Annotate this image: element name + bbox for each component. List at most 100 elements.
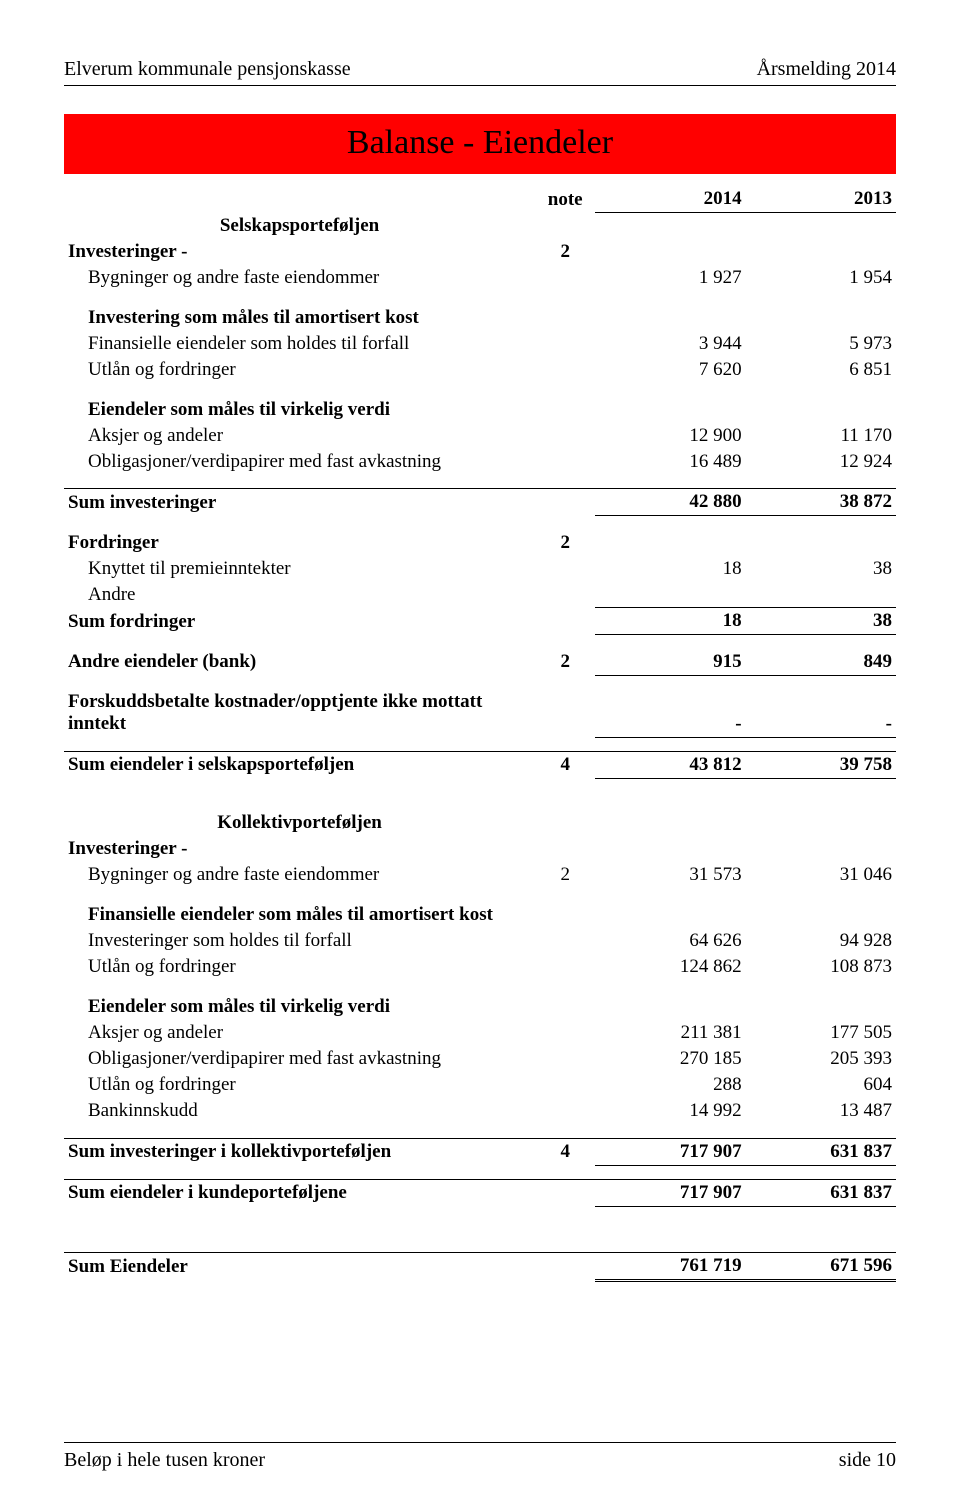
bank-row: Andre eiendeler (bank) 2 915 849 bbox=[64, 649, 896, 676]
k-bank-2014: 14 992 bbox=[595, 1098, 745, 1124]
k-bygninger-label: Bygninger og andre faste eiendommer bbox=[64, 862, 535, 888]
sum-fordr-2013: 38 bbox=[746, 608, 896, 635]
balance-table: note 2014 2013 Selskapsporteføljen Inves… bbox=[64, 186, 896, 1282]
sum-sel-row: Sum eiendeler i selskapsporteføljen 4 43… bbox=[64, 751, 896, 778]
knyttet-2013: 38 bbox=[746, 556, 896, 582]
knyttet-row: Knyttet til premieinntekter 18 38 bbox=[64, 556, 896, 582]
inv-head-row: Investeringer - 2 bbox=[64, 239, 896, 265]
k-sum-inv-note: 4 bbox=[535, 1138, 595, 1165]
kollektiv-title-row: Kollektivporteføljen bbox=[64, 810, 896, 836]
k-inv-head: Investeringer - bbox=[64, 836, 535, 862]
sum-inv-2014: 42 880 bbox=[595, 489, 745, 516]
fin-eiendeler-row: Finansielle eiendeler som holdes til for… bbox=[64, 331, 896, 357]
k-aksjer-2013: 177 505 bbox=[746, 1020, 896, 1046]
andre-label: Andre bbox=[64, 582, 535, 608]
andre-row: Andre bbox=[64, 582, 896, 608]
sum-total-label: Sum Eiendeler bbox=[64, 1252, 535, 1280]
bank-2013: 849 bbox=[746, 649, 896, 676]
k-sum-kunde-label: Sum eiendeler i kundeporteføljene bbox=[64, 1179, 535, 1206]
k-utlan-2014: 124 862 bbox=[595, 954, 745, 980]
k-aksjer-row: Aksjer og andeler 211 381 177 505 bbox=[64, 1020, 896, 1046]
k-bygninger-row: Bygninger og andre faste eiendommer 2 31… bbox=[64, 862, 896, 888]
sum-inv-label: Sum investeringer bbox=[64, 489, 535, 516]
bygninger-label: Bygninger og andre faste eiendommer bbox=[64, 265, 535, 291]
page-footer: Beløp i hele tusen kroner side 10 bbox=[64, 1442, 896, 1472]
oblig-label: Obligasjoner/verdipapirer med fast avkas… bbox=[64, 449, 535, 475]
sum-fordr-label: Sum fordringer bbox=[64, 608, 535, 635]
selskap-title: Selskapsporteføljen bbox=[64, 213, 535, 239]
sum-sel-note: 4 bbox=[535, 751, 595, 778]
k-sum-kunde-row: Sum eiendeler i kundeporteføljene 717 90… bbox=[64, 1179, 896, 1206]
virkelig-head-row: Eiendeler som måles til virkelig verdi bbox=[64, 397, 896, 423]
k-bygninger-2013: 31 046 bbox=[746, 862, 896, 888]
inv-note: 2 bbox=[535, 239, 595, 265]
aksjer-label: Aksjer og andeler bbox=[64, 423, 535, 449]
bank-2014: 915 bbox=[595, 649, 745, 676]
k-oblig-row: Obligasjoner/verdipapirer med fast avkas… bbox=[64, 1046, 896, 1072]
forskudd-label: Forskuddsbetalte kostnader/opptjente ikk… bbox=[64, 689, 535, 737]
bygninger-2013: 1 954 bbox=[746, 265, 896, 291]
sum-total-row: Sum Eiendeler 761 719 671 596 bbox=[64, 1252, 896, 1280]
footer-right: side 10 bbox=[839, 1449, 896, 1472]
forskudd-row: Forskuddsbetalte kostnader/opptjente ikk… bbox=[64, 689, 896, 737]
utlan-label: Utlån og fordringer bbox=[64, 357, 535, 383]
utlan-row: Utlån og fordringer 7 620 6 851 bbox=[64, 357, 896, 383]
utlan-2013: 6 851 bbox=[746, 357, 896, 383]
oblig-2014: 16 489 bbox=[595, 449, 745, 475]
forskudd-2013: - bbox=[746, 689, 896, 737]
k-utlan2-2013: 604 bbox=[746, 1072, 896, 1098]
aksjer-2013: 11 170 bbox=[746, 423, 896, 449]
sum-fordr-row: Sum fordringer 18 38 bbox=[64, 608, 896, 635]
aksjer-row: Aksjer og andeler 12 900 11 170 bbox=[64, 423, 896, 449]
header-right: Årsmelding 2014 bbox=[757, 58, 896, 81]
sum-sel-label: Sum eiendeler i selskapsporteføljen bbox=[64, 751, 535, 778]
k-utlan2-2014: 288 bbox=[595, 1072, 745, 1098]
k-utlan2-row: Utlån og fordringer 288 604 bbox=[64, 1072, 896, 1098]
sum-fordr-2014: 18 bbox=[595, 608, 745, 635]
k-utlan-label: Utlån og fordringer bbox=[64, 954, 535, 980]
k-bygninger-note: 2 bbox=[535, 862, 595, 888]
col-note: note bbox=[535, 186, 595, 213]
sum-inv-2013: 38 872 bbox=[746, 489, 896, 516]
amort-head-row: Investering som måles til amortisert kos… bbox=[64, 305, 896, 331]
k-bank-2013: 13 487 bbox=[746, 1098, 896, 1124]
k-utlan2-label: Utlån og fordringer bbox=[64, 1072, 535, 1098]
k-virkelig-head: Eiendeler som måles til virkelig verdi bbox=[64, 994, 535, 1020]
k-aksjer-label: Aksjer og andeler bbox=[64, 1020, 535, 1046]
k-oblig-2013: 205 393 bbox=[746, 1046, 896, 1072]
k-sum-inv-2013: 631 837 bbox=[746, 1138, 896, 1165]
k-oblig-2014: 270 185 bbox=[595, 1046, 745, 1072]
k-virkelig-head-row: Eiendeler som måles til virkelig verdi bbox=[64, 994, 896, 1020]
footer-left: Beløp i hele tusen kroner bbox=[64, 1449, 265, 1472]
sum-inv-row: Sum investeringer 42 880 38 872 bbox=[64, 489, 896, 516]
knyttet-2014: 18 bbox=[595, 556, 745, 582]
bygninger-2014: 1 927 bbox=[595, 265, 745, 291]
k-inv-forfall-2014: 64 626 bbox=[595, 928, 745, 954]
k-sum-kunde-2013: 631 837 bbox=[746, 1179, 896, 1206]
k-utlan-2013: 108 873 bbox=[746, 954, 896, 980]
k-utlan-row: Utlån og fordringer 124 862 108 873 bbox=[64, 954, 896, 980]
k-inv-forfall-row: Investeringer som holdes til forfall 64 … bbox=[64, 928, 896, 954]
fin-eiendeler-2013: 5 973 bbox=[746, 331, 896, 357]
page: Elverum kommunale pensjonskasse Årsmeldi… bbox=[0, 0, 960, 1512]
fordr-head-row: Fordringer 2 bbox=[64, 530, 896, 556]
k-bank-row: Bankinnskudd 14 992 13 487 bbox=[64, 1098, 896, 1124]
sum-total-2014: 761 719 bbox=[595, 1252, 745, 1280]
k-amort-head: Finansielle eiendeler som måles til amor… bbox=[64, 902, 535, 928]
k-oblig-label: Obligasjoner/verdipapirer med fast avkas… bbox=[64, 1046, 535, 1072]
bank-note: 2 bbox=[535, 649, 595, 676]
fin-eiendeler-label: Finansielle eiendeler som holdes til for… bbox=[64, 331, 535, 357]
k-bygninger-2014: 31 573 bbox=[595, 862, 745, 888]
column-headers: note 2014 2013 bbox=[64, 186, 896, 213]
header-left: Elverum kommunale pensjonskasse bbox=[64, 58, 351, 81]
bank-label: Andre eiendeler (bank) bbox=[64, 649, 535, 676]
oblig-2013: 12 924 bbox=[746, 449, 896, 475]
col-2014: 2014 bbox=[595, 186, 745, 213]
inv-head: Investeringer - bbox=[64, 239, 535, 265]
utlan-2014: 7 620 bbox=[595, 357, 745, 383]
aksjer-2014: 12 900 bbox=[595, 423, 745, 449]
virkelig-head: Eiendeler som måles til virkelig verdi bbox=[64, 397, 535, 423]
oblig-row: Obligasjoner/verdipapirer med fast avkas… bbox=[64, 449, 896, 475]
knyttet-label: Knyttet til premieinntekter bbox=[64, 556, 535, 582]
sum-total-2013: 671 596 bbox=[746, 1252, 896, 1280]
